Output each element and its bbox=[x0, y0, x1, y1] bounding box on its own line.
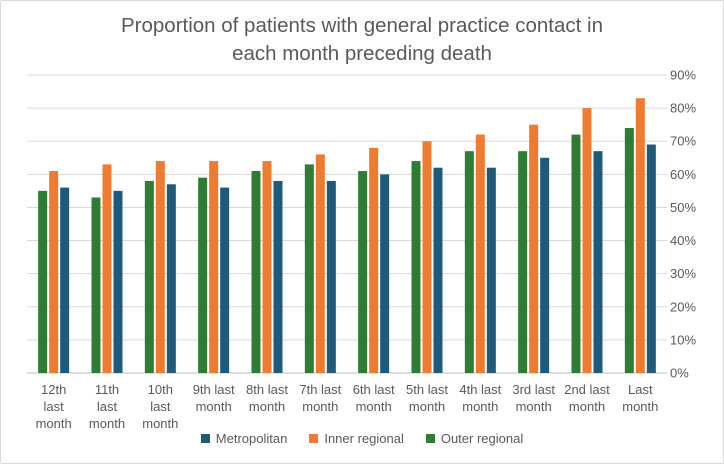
bar-inner-regional bbox=[635, 98, 645, 373]
bar-outer-regional bbox=[358, 171, 368, 373]
bar-inner-regional bbox=[315, 154, 325, 373]
y-tick-label: 20% bbox=[670, 299, 696, 314]
x-tick-label: 4th last month bbox=[459, 382, 501, 414]
bar-inner-regional bbox=[49, 171, 59, 373]
bar-inner-regional bbox=[582, 108, 592, 373]
bar-metropolitan bbox=[646, 144, 656, 373]
legend-label: Outer regional bbox=[440, 430, 524, 446]
x-tick-label: 6th last month bbox=[353, 382, 395, 414]
chart-title: Proportion of patients with general prac… bbox=[0, 12, 724, 68]
y-tick-label: 70% bbox=[670, 134, 696, 149]
bar-inner-regional bbox=[102, 164, 112, 373]
bar-metropolitan bbox=[593, 151, 603, 373]
y-tick-label: 30% bbox=[670, 266, 696, 281]
bar-inner-regional bbox=[209, 161, 219, 373]
bar-metropolitan bbox=[433, 167, 443, 373]
bar-inner-regional bbox=[529, 124, 539, 374]
legend: Metropolitan Inner regional Outer regional bbox=[0, 428, 724, 448]
x-tick-label: 9th last month bbox=[193, 382, 235, 414]
legend-item: Metropolitan bbox=[200, 430, 288, 446]
bar-inner-regional bbox=[262, 161, 272, 373]
y-axis-ticks: 0% 10% 20% 30% 40% 50% 60% 70% 80% 90% bbox=[670, 68, 696, 381]
x-tick-label: 3rd last month bbox=[512, 382, 555, 414]
bar-metropolitan bbox=[540, 157, 550, 373]
bar-outer-regional bbox=[304, 164, 314, 373]
x-tick-label: 2nd last month bbox=[564, 382, 610, 414]
bar-inner-regional bbox=[155, 161, 165, 373]
bar-inner-regional bbox=[475, 134, 485, 373]
bar-inner-regional bbox=[369, 147, 379, 373]
x-tick-label: 10th last month bbox=[142, 382, 178, 431]
bar-outer-regional bbox=[624, 127, 634, 373]
bars bbox=[38, 98, 656, 374]
bar-metropolitan bbox=[273, 180, 283, 373]
y-tick-label: 40% bbox=[670, 233, 696, 248]
legend-label: Inner regional bbox=[324, 430, 404, 446]
bar-metropolitan bbox=[166, 184, 176, 373]
x-tick-label: 8th last month bbox=[246, 382, 288, 414]
chart-title-line-2: each month preceding death bbox=[232, 42, 492, 65]
bar-outer-regional bbox=[144, 180, 154, 373]
bar-outer-regional bbox=[571, 134, 581, 373]
legend-item: Inner regional bbox=[309, 431, 404, 446]
bar-outer-regional bbox=[38, 190, 48, 373]
x-tick-label: 7th last month bbox=[299, 382, 341, 414]
x-axis-ticks: 12th last month 11th last month 10th last month 9… bbox=[36, 382, 659, 431]
bar-outer-regional bbox=[518, 151, 528, 373]
chart-title-line-1: Proportion of patients with general prac… bbox=[120, 14, 604, 37]
bar-metropolitan bbox=[486, 167, 496, 373]
bar-outer-regional bbox=[411, 161, 421, 373]
legend-item: Outer regional bbox=[425, 430, 524, 446]
bar-inner-regional bbox=[422, 141, 432, 373]
bar-outer-regional bbox=[464, 151, 474, 373]
legend-label: Metropolitan bbox=[215, 430, 288, 446]
legend-swatch bbox=[309, 433, 319, 443]
gridlines bbox=[27, 74, 667, 374]
bar-metropolitan bbox=[326, 180, 336, 373]
y-tick-label: 10% bbox=[670, 332, 696, 347]
x-tick-label: 11th last month bbox=[89, 382, 125, 431]
bar-metropolitan bbox=[220, 187, 230, 373]
x-tick-label: 5th last month bbox=[406, 382, 448, 414]
y-tick-label: 60% bbox=[670, 167, 696, 182]
legend-swatch bbox=[200, 433, 210, 443]
x-tick-label: 12th last month bbox=[36, 382, 72, 431]
bar-outer-regional bbox=[198, 177, 208, 373]
legend-swatch bbox=[425, 433, 435, 443]
bar-metropolitan bbox=[60, 187, 70, 373]
bar-outer-regional bbox=[251, 171, 261, 373]
x-tick-label: Last month bbox=[622, 382, 658, 414]
bar-metropolitan bbox=[113, 190, 123, 373]
y-tick-label: 0% bbox=[670, 366, 689, 381]
bar-outer-regional bbox=[91, 197, 101, 373]
y-tick-label: 90% bbox=[670, 68, 696, 83]
y-tick-label: 80% bbox=[670, 101, 696, 116]
bar-metropolitan bbox=[380, 174, 390, 373]
y-tick-label: 50% bbox=[670, 200, 696, 215]
